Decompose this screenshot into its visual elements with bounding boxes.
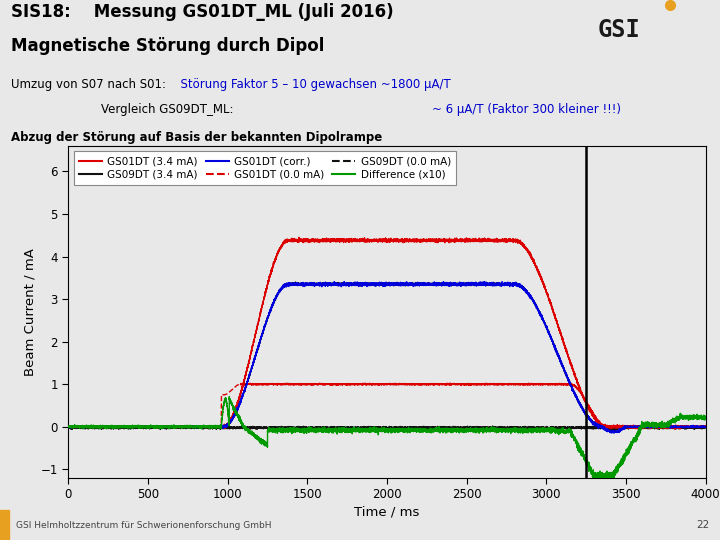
GS01DT (0.0 mA) bbox=[446, 380, 454, 386]
Difference (x10) bbox=[96, 424, 104, 431]
X-axis label: Time / ms: Time / ms bbox=[354, 505, 420, 518]
Text: Abzug der Störung auf Basis der bekannten Dipolrampe: Abzug der Störung auf Basis der bekannte… bbox=[11, 131, 382, 144]
GS09DT (0.0 mA) bbox=[64, 424, 73, 431]
GS01DT (3.4 mA) bbox=[701, 423, 710, 429]
GS01DT (corr.) bbox=[469, 281, 477, 288]
Legend: GS01DT (3.4 mA), GS09DT (3.4 mA), GS01DT (corr.), GS01DT (0.0 mA), GS09DT (0.0 m: GS01DT (3.4 mA), GS09DT (3.4 mA), GS01DT… bbox=[73, 151, 456, 185]
Text: Störung Faktor 5 – 10 gewachsen ~1800 μA/T: Störung Faktor 5 – 10 gewachsen ~1800 μA… bbox=[173, 78, 451, 91]
GS09DT (3.4 mA) bbox=[96, 423, 104, 430]
GS01DT (3.4 mA) bbox=[294, 234, 303, 240]
Text: Umzug von S07 nach S01:: Umzug von S07 nach S01: bbox=[11, 78, 166, 91]
GS01DT (3.4 mA) bbox=[441, 237, 450, 244]
GS01DT (0.0 mA) bbox=[469, 381, 477, 387]
GS01DT (corr.) bbox=[570, 392, 579, 398]
GS09DT (0.0 mA) bbox=[536, 425, 545, 431]
Difference (x10) bbox=[570, 437, 579, 444]
GS09DT (3.4 mA) bbox=[570, 393, 579, 399]
GS01DT (corr.) bbox=[96, 423, 104, 430]
GS09DT (3.4 mA) bbox=[295, 281, 304, 287]
GS09DT (0.0 mA) bbox=[701, 424, 710, 431]
GS01DT (corr.) bbox=[441, 279, 450, 286]
GS01DT (3.4 mA) bbox=[536, 275, 545, 281]
Difference (x10) bbox=[64, 424, 73, 430]
GS09DT (3.4 mA) bbox=[469, 281, 477, 287]
GS01DT (0.0 mA) bbox=[295, 381, 304, 388]
GS01DT (corr.) bbox=[480, 278, 489, 285]
GS01DT (corr.) bbox=[610, 430, 618, 436]
Line: GS01DT (3.4 mA): GS01DT (3.4 mA) bbox=[68, 237, 706, 429]
GS09DT (0.0 mA) bbox=[189, 422, 197, 429]
GS01DT (corr.) bbox=[64, 423, 73, 430]
Text: SIS18:    Messung GS01DT_ML (Juli 2016): SIS18: Messung GS01DT_ML (Juli 2016) bbox=[11, 3, 393, 22]
Text: ~ 6 μA/T (Faktor 300 kleiner !!!): ~ 6 μA/T (Faktor 300 kleiner !!!) bbox=[432, 103, 621, 116]
GS01DT (corr.) bbox=[294, 282, 303, 288]
Line: Difference (x10): Difference (x10) bbox=[68, 396, 706, 481]
Line: GS01DT (0.0 mA): GS01DT (0.0 mA) bbox=[68, 383, 706, 428]
Difference (x10) bbox=[295, 427, 304, 433]
Difference (x10) bbox=[469, 428, 477, 434]
GS09DT (0.0 mA) bbox=[295, 426, 304, 432]
Line: GS01DT (corr.): GS01DT (corr.) bbox=[68, 281, 706, 433]
Difference (x10) bbox=[536, 427, 545, 434]
GS01DT (0.0 mA) bbox=[701, 424, 710, 430]
GS01DT (corr.) bbox=[536, 313, 545, 320]
Difference (x10) bbox=[607, 478, 616, 484]
Difference (x10) bbox=[701, 415, 710, 421]
GS09DT (0.0 mA) bbox=[441, 425, 450, 431]
GS09DT (0.0 mA) bbox=[469, 425, 477, 431]
Text: Vergleich GS09DT_ML:: Vergleich GS09DT_ML: bbox=[11, 103, 233, 116]
GS09DT (0.0 mA) bbox=[126, 427, 135, 433]
GS01DT (0.0 mA) bbox=[64, 424, 73, 430]
GS09DT (3.4 mA) bbox=[291, 279, 300, 285]
Text: GSI Helmholtzzentrum für Schwerionenforschung GmbH: GSI Helmholtzzentrum für Schwerionenfors… bbox=[16, 521, 271, 530]
GS09DT (0.0 mA) bbox=[571, 424, 580, 430]
Difference (x10) bbox=[225, 393, 233, 400]
Y-axis label: Beam Current / mA: Beam Current / mA bbox=[24, 248, 37, 376]
Line: GS09DT (3.4 mA): GS09DT (3.4 mA) bbox=[68, 282, 706, 431]
GS01DT (3.4 mA) bbox=[570, 374, 579, 380]
GS01DT (3.4 mA) bbox=[469, 238, 477, 245]
GS01DT (0.0 mA) bbox=[536, 381, 545, 388]
GS01DT (corr.) bbox=[701, 423, 710, 430]
GS01DT (3.4 mA) bbox=[295, 236, 304, 242]
GS01DT (3.4 mA) bbox=[670, 426, 679, 433]
Line: GS09DT (0.0 mA): GS09DT (0.0 mA) bbox=[68, 426, 706, 430]
GS01DT (3.4 mA) bbox=[96, 423, 104, 430]
Text: 22: 22 bbox=[696, 520, 709, 530]
GS09DT (3.4 mA) bbox=[701, 423, 710, 430]
GS09DT (0.0 mA) bbox=[96, 424, 104, 431]
GS09DT (3.4 mA) bbox=[536, 311, 545, 318]
Difference (x10) bbox=[441, 429, 450, 435]
GS09DT (3.4 mA) bbox=[608, 428, 617, 435]
GS01DT (3.4 mA) bbox=[64, 423, 73, 430]
GS01DT (0.0 mA) bbox=[441, 381, 450, 388]
Text: Magnetische Störung durch Dipol: Magnetische Störung durch Dipol bbox=[11, 37, 324, 55]
GS09DT (3.4 mA) bbox=[64, 423, 73, 430]
GS01DT (0.0 mA) bbox=[571, 383, 580, 389]
GS09DT (3.4 mA) bbox=[441, 280, 450, 287]
GS01DT (0.0 mA) bbox=[96, 423, 104, 429]
GS01DT (0.0 mA) bbox=[113, 425, 122, 431]
Text: GSI: GSI bbox=[598, 18, 641, 42]
Bar bbox=[0, 510, 9, 540]
